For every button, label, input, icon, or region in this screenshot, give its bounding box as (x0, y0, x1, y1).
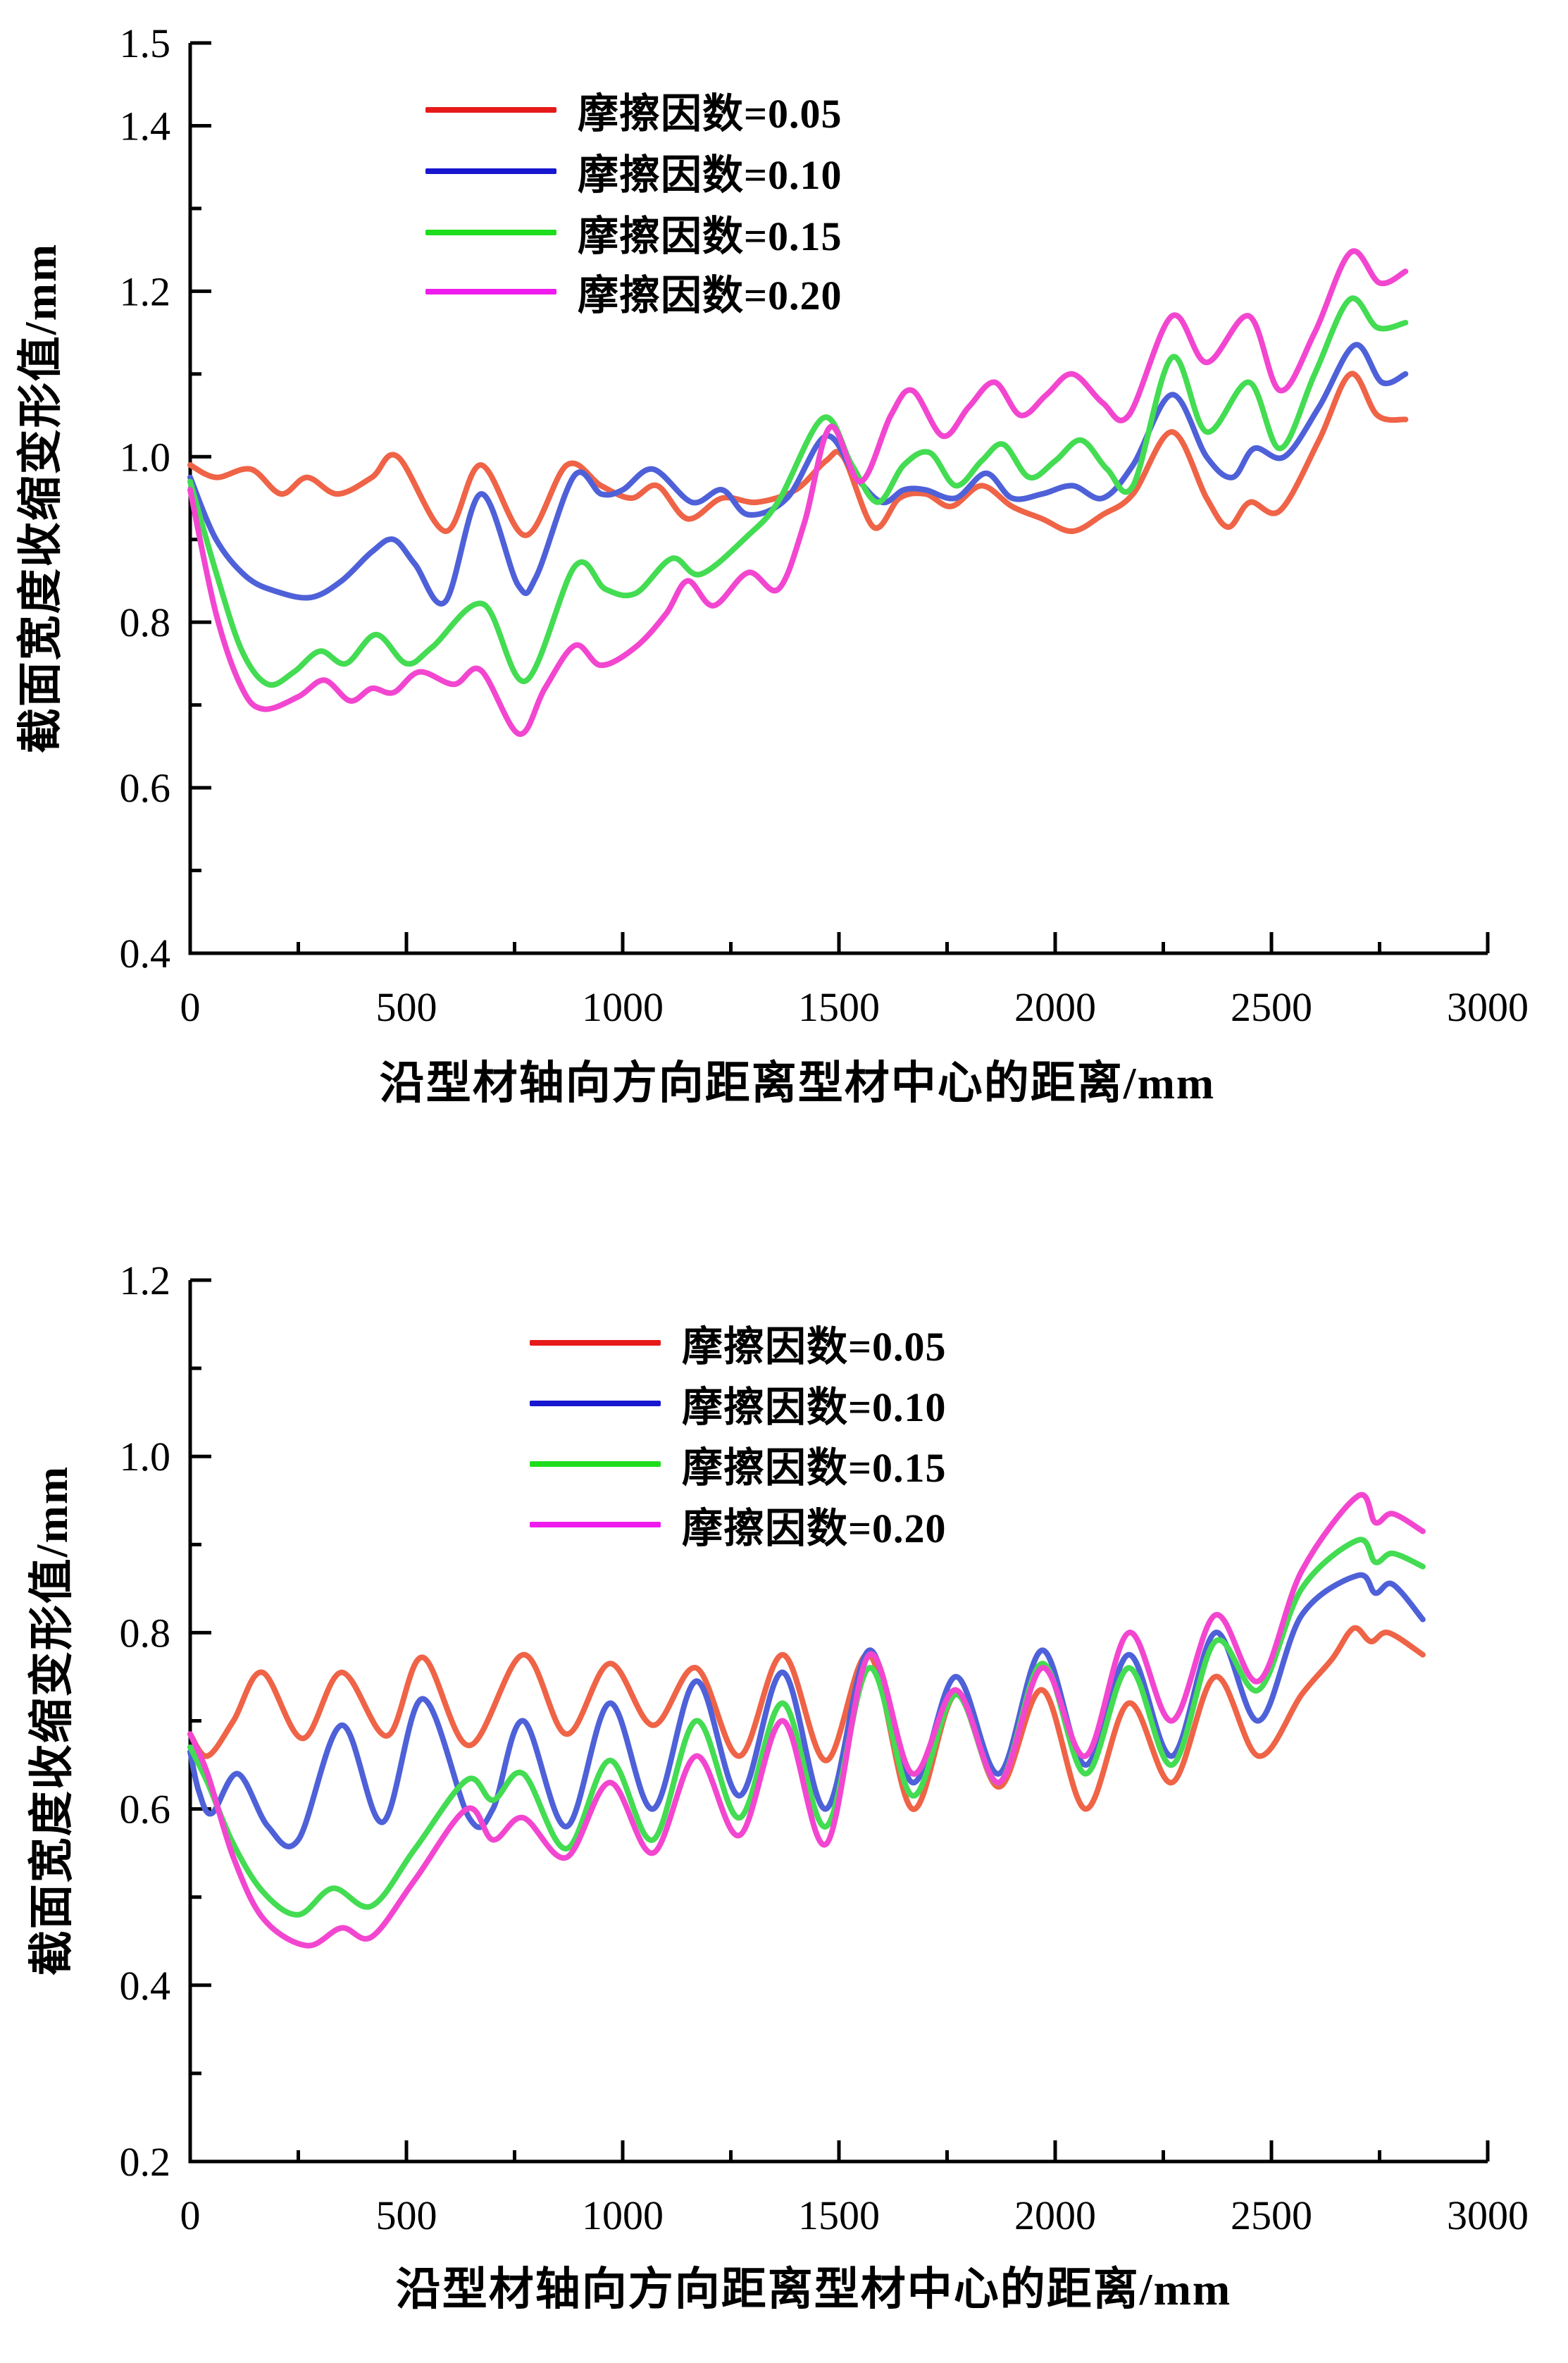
legend-label: 摩擦因数=0.20 (682, 1506, 947, 1551)
x-tick-label: 1500 (798, 984, 880, 1030)
x-tick-label: 2000 (1014, 984, 1096, 1030)
bottom-chart: 0.2 0.4 0.6 0.8 1.0 1.2 0 500 1000 1500 2000 2500 30… (120, 1258, 1529, 2238)
y-tick-label: 0.4 (120, 1963, 171, 2009)
y-tick-label: 0.8 (120, 1610, 171, 1656)
x-tick-label: 2000 (1014, 2193, 1096, 2238)
legend-row: 摩擦因数=0.20 (530, 1495, 947, 1554)
x-axis-title-top: 沿型材轴向方向距离型材中心的距离/mm (379, 1058, 1216, 1108)
legend-row: 摩擦因数=0.10 (425, 142, 842, 201)
y-tick-label: 0.6 (120, 765, 171, 811)
legend-line-red (530, 1340, 661, 1346)
x-tick-label: 0 (180, 2193, 201, 2238)
x-tick-label: 2500 (1231, 984, 1312, 1030)
legend-row: 摩擦因数=0.05 (530, 1313, 947, 1372)
legend-line-green (425, 230, 556, 235)
y-axis-title-top: 截面宽度收缩变形值/mm (15, 242, 66, 754)
y-tick-label: 1.2 (120, 268, 171, 314)
x-tick-label: 3000 (1447, 2193, 1529, 2238)
x-tick-label: 3000 (1447, 984, 1529, 1030)
legend-line-magenta (530, 1522, 661, 1527)
bottom-chart-series-1-line (187, 1572, 1426, 1849)
y-tick-label: 1.0 (120, 434, 171, 480)
x-tick-label: 2500 (1231, 2193, 1312, 2238)
legend-line-red (425, 107, 556, 113)
legend-line-blue (425, 168, 556, 174)
bottom-chart-series-2-line (187, 1537, 1426, 1918)
top-chart-series-3-line (187, 248, 1409, 737)
legend-label: 摩擦因数=0.20 (578, 273, 842, 318)
x-tick-label: 0 (180, 984, 201, 1030)
y-tick-label: 1.5 (120, 20, 171, 66)
x-tick-label: 500 (376, 984, 437, 1030)
y-tick-label: 0.6 (120, 1787, 171, 1832)
legend-label: 摩擦因数=0.10 (682, 1384, 947, 1430)
y-tick-label: 1.2 (120, 1258, 171, 1303)
legend-row: 摩擦因数=0.15 (530, 1434, 947, 1494)
legend-row: 摩擦因数=0.15 (425, 203, 842, 262)
bottom-chart-series-0-line (187, 1625, 1426, 1812)
bottom-chart-series-3-line (187, 1491, 1426, 1949)
legend-line-blue (530, 1401, 661, 1406)
legend-label: 摩擦因数=0.05 (578, 91, 842, 137)
legend-row: 摩擦因数=0.05 (425, 80, 842, 139)
top-chart: 0.4 0.6 0.8 1.0 1.2 1.4 1.5 0 500 1000 1500 2000 250… (120, 20, 1529, 1030)
legend-label: 摩擦因数=0.05 (682, 1324, 947, 1370)
legend-label: 摩擦因数=0.15 (578, 213, 842, 259)
x-axis-title-bottom: 沿型材轴向方向距离型材中心的距离/mm (395, 2264, 1232, 2314)
legend-row: 摩擦因数=0.10 (530, 1374, 947, 1433)
legend-line-green (530, 1461, 661, 1467)
legend-label: 摩擦因数=0.15 (682, 1445, 947, 1491)
y-tick-label: 1.0 (120, 1434, 171, 1480)
legend-label: 摩擦因数=0.10 (578, 152, 842, 198)
legend-line-magenta (425, 289, 556, 294)
y-axis-title-bottom: 截面宽度收缩变形值/mm (27, 1465, 77, 1976)
y-tick-label: 0.2 (120, 2139, 171, 2185)
y-tick-label: 0.8 (120, 600, 171, 645)
x-tick-label: 1000 (582, 984, 664, 1030)
x-tick-label: 1000 (582, 2193, 664, 2238)
legend-row: 摩擦因数=0.20 (425, 262, 842, 321)
y-tick-label: 1.4 (120, 103, 171, 149)
x-tick-label: 500 (376, 2193, 437, 2238)
x-tick-label: 1500 (798, 2193, 880, 2238)
y-tick-label: 0.4 (120, 931, 171, 976)
top-chart-series-1-line (187, 342, 1409, 607)
top-chart-series-0-line (187, 371, 1409, 538)
